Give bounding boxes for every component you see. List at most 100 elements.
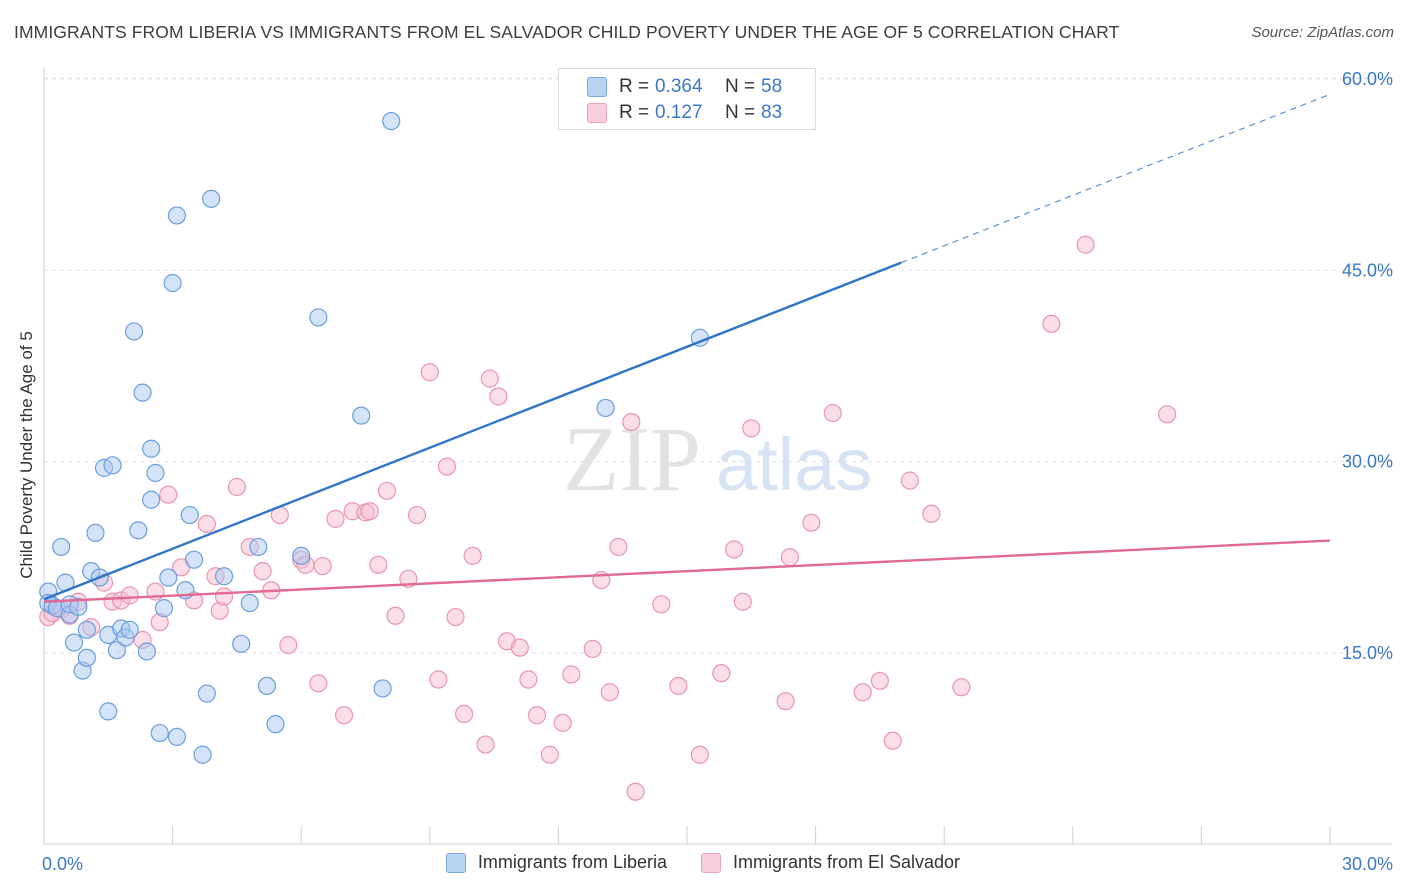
series-el-salvador-points [39,235,1177,801]
data-point-el-salvador [510,638,529,657]
data-point-el-salvador [600,683,619,702]
data-point-el-salvador [429,670,448,689]
data-point-liberia [184,550,204,569]
data-point-el-salvador [609,537,628,557]
data-point-el-salvador [420,363,439,382]
legend-swatch-el-salvador [587,103,607,123]
trend-line-liberia-extension [901,93,1331,264]
legend-item-liberia: Immigrants from Liberia [445,852,667,873]
data-point-el-salvador [527,706,547,725]
data-point-el-salvador [489,387,508,406]
trend-lines [43,93,1331,603]
data-point-el-salvador [334,706,354,725]
data-point-liberia [292,546,311,565]
x-tick-label: 30.0% [1342,854,1393,874]
data-point-el-salvador [776,692,795,711]
watermark-atlas: atlas [716,423,872,506]
legend-swatch-liberia [445,852,466,873]
data-point-el-salvador [377,481,397,500]
y-tick-label: 60.0% [1342,69,1393,89]
legend-stats: R = 0.364 N = 58 R = 0.127 N = 83 [558,68,816,130]
data-point-el-salvador [120,586,139,605]
legend-n-value: 83 [761,102,783,123]
data-point-el-salvador [652,595,671,614]
legend-item-el-salvador: Immigrants from El Salvador [700,852,961,873]
data-point-el-salvador [326,509,345,528]
legend-row-el-salvador: R = 0.127 N = 83 [587,100,782,126]
data-point-el-salvador [733,592,752,611]
legend-row-liberia: R = 0.364 N = 58 [587,74,782,100]
legend-r-label: R = [619,76,650,97]
data-point-liberia [352,406,371,425]
data-point-el-salvador [454,704,474,724]
data-point-liberia [52,537,71,557]
data-point-liberia [167,727,186,747]
legend-n-value: 58 [761,76,783,97]
data-point-liberia [240,593,259,613]
data-point-liberia [133,383,152,402]
data-point-liberia [197,684,216,703]
data-point-el-salvador [227,477,246,497]
data-point-liberia [266,715,285,734]
data-point-el-salvador [900,471,920,490]
x-tick-labels: 0.0% 30.0% [42,854,1393,874]
y-tick-label: 30.0% [1342,452,1393,472]
data-point-liberia [257,676,277,696]
data-point-liberia [214,567,234,586]
data-point-el-salvador [309,674,328,693]
data-point-el-salvador [690,745,709,764]
data-point-el-salvador [802,513,821,532]
legend-n-label: N = [725,76,756,97]
data-point-liberia [309,308,328,327]
data-point-liberia [596,398,615,418]
data-point-el-salvador [476,735,495,754]
data-point-liberia [107,641,126,660]
chart-title: IMMIGRANTS FROM LIBERIA VS IMMIGRANTS FR… [14,22,1120,42]
data-point-liberia [99,702,118,721]
gridlines [44,77,1392,654]
series-liberia-points [39,111,709,764]
legend-swatch-el-salvador [700,852,721,873]
data-point-liberia [249,537,268,557]
legend-r-value: 0.364 [655,76,703,97]
data-point-liberia [137,642,156,661]
data-point-el-salvador [386,606,405,625]
source-credit: Source: ZipAtlas.com [1251,24,1394,41]
data-point-el-salvador [669,676,688,696]
data-point-liberia [77,648,96,667]
data-point-el-salvador [562,665,581,684]
data-point-el-salvador [712,664,731,683]
x-tick-label: 0.0% [42,854,83,874]
data-point-liberia [193,745,212,764]
data-point-el-salvador [519,670,538,689]
data-point-liberia [232,634,251,653]
data-point-el-salvador [214,587,234,606]
data-point-liberia [373,679,392,698]
data-point-el-salvador [870,671,890,690]
data-point-el-salvador [360,502,379,521]
watermark: ZIP atlas [563,408,872,510]
data-point-el-salvador [437,457,457,476]
data-point-el-salvador [622,412,641,432]
data-point-el-salvador [1042,314,1061,333]
data-point-el-salvador [553,713,572,732]
data-point-el-salvador [823,403,842,423]
data-point-el-salvador [540,745,559,764]
data-point-liberia [64,633,84,652]
trend-line-liberia [43,261,902,601]
data-point-el-salvador [1076,235,1095,254]
data-point-liberia [69,597,88,616]
data-point-liberia [120,620,139,639]
data-point-el-salvador [626,782,645,801]
data-point-el-salvador [446,607,465,627]
y-tick-label: 15.0% [1342,643,1393,663]
legend-n-label: N = [725,102,756,123]
legend-label-el-salvador: Immigrants from El Salvador [732,852,961,872]
data-point-el-salvador [313,556,332,576]
data-point-liberia [159,568,178,587]
data-point-el-salvador [369,555,388,574]
data-point-el-salvador [253,562,272,581]
legend-swatch-liberia [587,77,607,97]
data-point-el-salvador [725,540,744,559]
data-point-el-salvador [1158,405,1177,424]
